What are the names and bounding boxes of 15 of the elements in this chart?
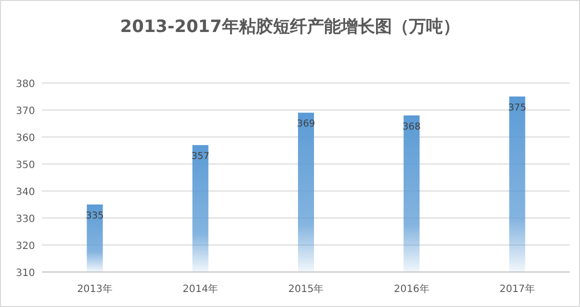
y-tick-label: 360 bbox=[16, 133, 35, 144]
y-tick-label: 330 bbox=[16, 214, 35, 225]
x-tick-label: 2016年 bbox=[394, 283, 430, 295]
chart-title: 2013-2017年粘胶短纤产能增长图（万吨） bbox=[120, 17, 460, 37]
x-tick-label: 2013年 bbox=[77, 283, 113, 295]
y-tick-label: 380 bbox=[16, 79, 35, 90]
y-tick-label: 310 bbox=[16, 268, 35, 279]
data-label: 335 bbox=[86, 210, 104, 222]
y-tick-label: 340 bbox=[16, 187, 35, 198]
y-tick-label: 320 bbox=[16, 241, 35, 252]
y-tick-label: 350 bbox=[16, 160, 35, 171]
x-tick-label: 2017年 bbox=[499, 283, 535, 295]
x-tick-label: 2014年 bbox=[182, 283, 218, 295]
x-tick-label: 2015年 bbox=[288, 283, 324, 295]
y-tick-label: 370 bbox=[16, 106, 35, 117]
